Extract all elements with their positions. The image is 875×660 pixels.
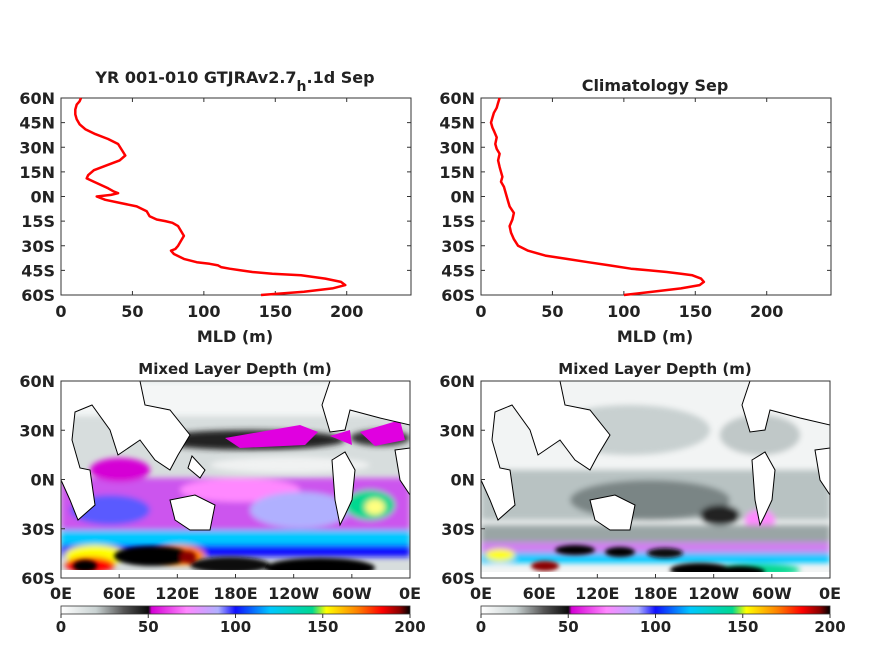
y-tick-label: 30N	[439, 138, 475, 157]
y-tick-label: 30S	[21, 237, 55, 256]
lat-tick-label: 0N	[450, 471, 475, 490]
mld-map-left: Mixed Layer Depth (m)	[19, 360, 421, 603]
xlabel-right: MLD (m)	[617, 327, 693, 346]
y-tick-label: 30S	[441, 237, 475, 256]
colorbar-ticks-right: 0 50 100 150 200	[476, 614, 846, 636]
lat-tick-label: 60N	[439, 372, 475, 391]
colorbar-right: 0 50 100 150 200	[476, 605, 846, 636]
colorbar-tick-label: 200	[814, 618, 845, 636]
axis-ticks-left: 0 50 100 150 200 60N 45N 30N 15N 0N 15S 30S 45S 60S	[19, 89, 411, 321]
colorbar-tick-label: 150	[727, 618, 758, 636]
lat-tick-label: 30S	[21, 520, 55, 539]
lon-tick-label: 60E	[523, 584, 556, 603]
x-tick-label: 100	[187, 302, 220, 321]
y-tick-label: 60S	[441, 286, 475, 305]
lon-tick-label: 120W	[688, 584, 739, 603]
axis-ticks-right: 0 50 100 150 200 60N 45N 30N 15N 0N 15S 30S 45S 60S	[439, 89, 831, 321]
x-tick-label: 200	[330, 302, 363, 321]
plot-axes-right	[480, 97, 832, 296]
lat-tick-label: 30S	[441, 520, 475, 539]
xlabel-left: MLD (m)	[197, 327, 273, 346]
colorbar-tick-label: 200	[394, 618, 425, 636]
lon-tick-label: 120E	[155, 584, 199, 603]
x-tick-label: 0	[55, 302, 66, 321]
plot-title-right: Climatology Sep	[582, 76, 729, 95]
plot-axes-left	[60, 97, 412, 296]
map-title-left: Mixed Layer Depth (m)	[138, 360, 331, 378]
y-tick-label: 30N	[19, 138, 55, 157]
y-tick-label: 60S	[21, 286, 55, 305]
x-tick-label: 50	[541, 302, 563, 321]
x-tick-label: 200	[750, 302, 783, 321]
lon-tick-label: 60W	[332, 584, 372, 603]
y-tick-label: 15N	[439, 163, 475, 182]
lon-tick-label: 180E	[633, 584, 677, 603]
y-tick-label: 0N	[30, 188, 55, 207]
y-tick-label: 45S	[441, 261, 475, 280]
colorbar-tick-label: 150	[307, 618, 338, 636]
y-tick-label: 60N	[439, 89, 475, 108]
map-field-right	[481, 381, 830, 578]
y-tick-label: 45N	[19, 114, 55, 133]
colorbar-ticks-left: 0 50 100 150 200	[56, 614, 426, 636]
y-tick-label: 15S	[441, 212, 475, 231]
lat-tick-label: 30N	[19, 421, 55, 440]
map-title-right: Mixed Layer Depth (m)	[558, 360, 751, 378]
colorbar-tick-label: 0	[56, 618, 66, 636]
colorbar-tick-label: 100	[640, 618, 671, 636]
lat-tick-label: 0N	[30, 471, 55, 490]
y-tick-label: 60N	[19, 89, 55, 108]
colorbar-tick-label: 100	[220, 618, 251, 636]
lon-tick-label: 60W	[752, 584, 792, 603]
lat-tick-label: 60S	[441, 569, 475, 588]
x-tick-label: 50	[121, 302, 143, 321]
colorbar-tick-label: 0	[476, 618, 486, 636]
line-plot-left: YR 001-010 GTJRAv2.7h.1d Sep 0 50 100 150 20…	[19, 68, 412, 346]
mld-profile-line-left	[74, 97, 347, 297]
lon-tick-label: 0E	[470, 584, 492, 603]
map-field-left	[61, 381, 410, 578]
lon-tick-label: 0E	[50, 584, 72, 603]
colorbar-left: 0 50 100 150 200	[56, 605, 426, 636]
y-tick-label: 15S	[21, 212, 55, 231]
plot-title-left: YR 001-010 GTJRAv2.7h.1d Sep	[94, 68, 374, 95]
lat-tick-label: 30N	[439, 421, 475, 440]
y-tick-label: 15N	[19, 163, 55, 182]
mld-map-right: Mixed Layer Depth (m)	[439, 360, 841, 603]
line-plot-right: Climatology Sep 0 50 100 150 200 60N 45N 30N 15N…	[439, 76, 832, 346]
x-tick-label: 150	[259, 302, 292, 321]
x-tick-label: 150	[679, 302, 712, 321]
x-tick-label: 0	[475, 302, 486, 321]
lon-tick-label: 0E	[819, 584, 841, 603]
lon-tick-label: 0E	[399, 584, 421, 603]
lon-tick-label: 180E	[213, 584, 257, 603]
y-tick-label: 45N	[439, 114, 475, 133]
lat-tick-label: 60N	[19, 372, 55, 391]
x-tick-label: 100	[607, 302, 640, 321]
colorbar-tick-label: 50	[558, 618, 579, 636]
colorbar-tick-label: 50	[138, 618, 159, 636]
y-tick-label: 0N	[450, 188, 475, 207]
lon-tick-label: 60E	[103, 584, 136, 603]
lon-tick-label: 120E	[575, 584, 619, 603]
mld-profile-line-right	[489, 97, 706, 297]
y-tick-label: 45S	[21, 261, 55, 280]
lon-tick-label: 120W	[268, 584, 319, 603]
lat-tick-label: 60S	[21, 569, 55, 588]
